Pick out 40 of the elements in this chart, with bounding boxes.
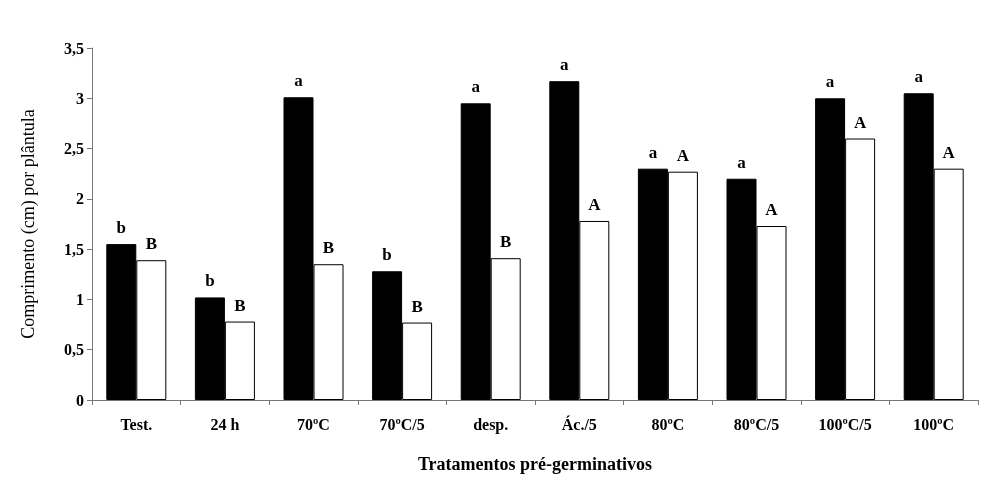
x-tick-label: Ác./5 — [561, 414, 597, 433]
y-tick-label: 2,5 — [64, 140, 84, 158]
data-label: B — [234, 295, 246, 315]
y-tick-label: 1,5 — [64, 240, 84, 258]
data-label: B — [500, 232, 512, 252]
x-axis-title: Tratamentos pré-germinativos — [417, 454, 653, 474]
y-tick-label: 2 — [76, 190, 84, 208]
y-tick-label: 0,5 — [64, 341, 84, 359]
data-label: a — [560, 55, 570, 75]
x-tick-label: desp. — [473, 415, 509, 434]
data-label: a — [737, 152, 747, 172]
data-label: A — [676, 145, 690, 165]
data-label: B — [411, 296, 423, 316]
data-label: a — [471, 77, 481, 97]
data-label: a — [294, 71, 304, 91]
data-label: A — [588, 194, 602, 214]
data-label: A — [765, 200, 779, 220]
data-label: b — [382, 245, 392, 265]
x-tick-label: Test. — [120, 415, 153, 433]
x-tick-label: 80ºC/5 — [733, 415, 780, 433]
data-label: b — [116, 218, 127, 238]
x-tick-label: 100ºC/5 — [818, 415, 872, 433]
y-axis-title: Comprimento (cm) por plântula — [18, 109, 39, 339]
y-tick-label: 3 — [76, 89, 84, 107]
y-tick-label: 0 — [76, 391, 84, 409]
x-tick-label: 100ºC — [913, 415, 955, 433]
x-tick-label: 70ºC — [297, 415, 330, 433]
data-label: a — [648, 142, 658, 162]
data-label: A — [853, 112, 867, 132]
data-label: b — [205, 271, 215, 291]
data-label: a — [914, 67, 924, 87]
x-tick-label: 80ºC — [651, 415, 685, 433]
data-label: B — [145, 234, 157, 254]
y-tick-label: 3,5 — [64, 39, 84, 57]
data-label: a — [825, 72, 835, 92]
data-label: B — [322, 238, 335, 258]
x-tick-label: 24 h — [210, 415, 240, 433]
y-tick-label: 1 — [76, 290, 84, 308]
x-tick-label: 70ºC/5 — [379, 415, 425, 433]
data-label: A — [942, 142, 956, 162]
